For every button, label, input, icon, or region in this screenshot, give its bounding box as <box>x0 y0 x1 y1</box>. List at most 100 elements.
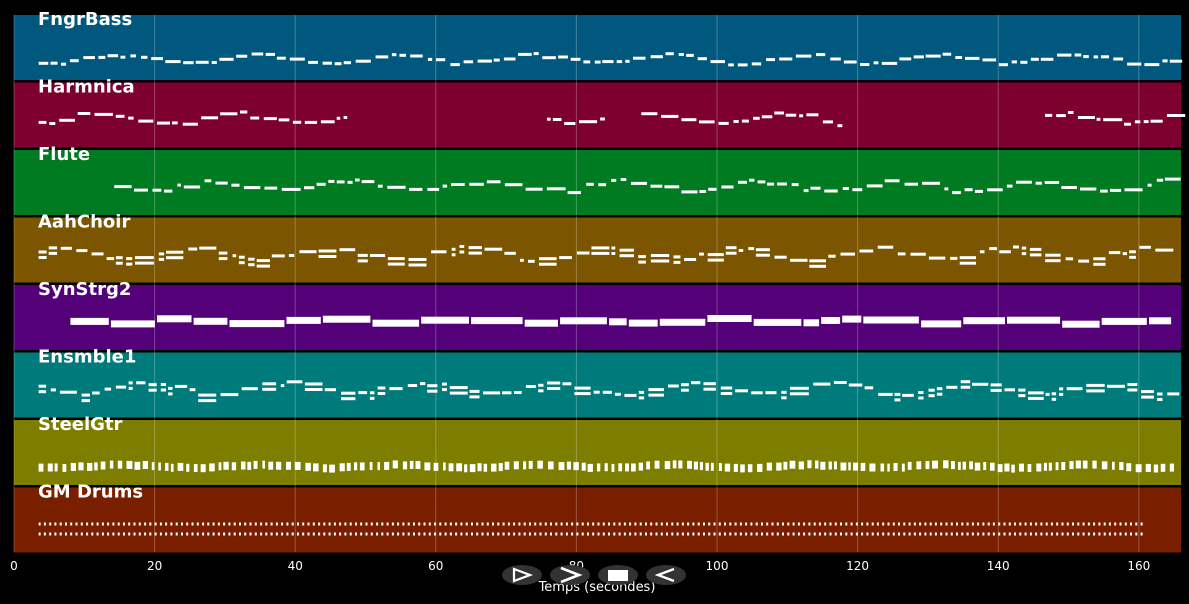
note <box>204 179 212 183</box>
note <box>355 522 357 526</box>
note <box>1135 464 1142 473</box>
note <box>618 532 621 536</box>
note <box>745 522 748 526</box>
note <box>950 532 953 536</box>
note <box>998 522 1001 526</box>
note <box>787 522 790 526</box>
note <box>54 463 58 472</box>
stop-button[interactable] <box>598 565 638 585</box>
note <box>987 188 1003 192</box>
play-button[interactable] <box>502 565 542 585</box>
note <box>591 251 610 255</box>
note <box>229 320 285 328</box>
note <box>913 532 916 536</box>
note <box>251 52 264 56</box>
note <box>59 390 77 394</box>
note <box>59 532 62 536</box>
note <box>608 522 610 526</box>
note <box>916 461 922 470</box>
fast-forward-icon <box>560 566 583 584</box>
note <box>624 393 637 397</box>
note <box>48 251 58 255</box>
note <box>623 522 626 526</box>
note <box>135 261 154 265</box>
note <box>733 120 739 123</box>
note <box>280 384 285 388</box>
note <box>86 532 89 536</box>
note <box>223 461 229 470</box>
note <box>265 522 268 526</box>
note <box>136 381 146 385</box>
note <box>1157 398 1163 401</box>
note <box>901 463 905 472</box>
note <box>1108 532 1111 536</box>
note <box>158 257 165 261</box>
note <box>159 522 162 526</box>
note <box>318 522 321 526</box>
note <box>299 250 317 254</box>
fast-forward-button[interactable] <box>550 565 590 585</box>
note <box>1103 118 1123 122</box>
note <box>316 182 326 186</box>
note <box>181 522 183 526</box>
note <box>1124 122 1131 126</box>
track-lane-harmnica <box>14 82 1181 148</box>
note <box>959 256 976 260</box>
note <box>834 532 837 536</box>
note <box>493 58 500 62</box>
note <box>459 245 465 248</box>
note <box>1087 522 1090 526</box>
note <box>560 522 563 526</box>
note <box>671 532 674 536</box>
note <box>1004 463 1010 472</box>
note <box>1093 262 1106 266</box>
note <box>130 54 136 58</box>
note <box>559 256 572 260</box>
note <box>738 249 744 252</box>
note <box>1167 392 1180 396</box>
note <box>525 385 536 388</box>
note <box>223 532 226 536</box>
note <box>276 56 286 60</box>
note <box>497 522 500 526</box>
note <box>790 258 808 262</box>
note <box>1003 532 1006 536</box>
rewind-button[interactable] <box>646 565 686 585</box>
note <box>840 252 855 256</box>
note <box>718 522 721 526</box>
note <box>308 60 318 64</box>
note <box>302 522 305 526</box>
note <box>110 320 155 328</box>
note <box>286 461 291 470</box>
note <box>65 522 67 526</box>
note <box>1103 532 1106 536</box>
note <box>550 522 552 526</box>
note <box>54 522 57 526</box>
note <box>38 250 47 254</box>
note <box>248 263 255 267</box>
note <box>925 54 941 58</box>
note <box>725 246 737 250</box>
note <box>165 532 168 536</box>
note <box>286 522 289 526</box>
note <box>260 522 263 526</box>
note <box>866 522 869 526</box>
note <box>987 522 990 526</box>
note <box>1093 532 1096 536</box>
note <box>956 522 958 526</box>
note <box>892 532 895 536</box>
note <box>779 57 793 61</box>
note <box>873 61 879 65</box>
note <box>681 190 698 194</box>
note <box>1135 522 1138 526</box>
note <box>491 463 497 472</box>
note <box>842 187 849 190</box>
note <box>166 250 184 254</box>
note <box>840 522 842 526</box>
note <box>633 56 646 60</box>
note <box>233 532 236 536</box>
note <box>878 392 893 396</box>
note <box>407 522 410 526</box>
note <box>523 461 527 470</box>
note <box>165 60 181 64</box>
